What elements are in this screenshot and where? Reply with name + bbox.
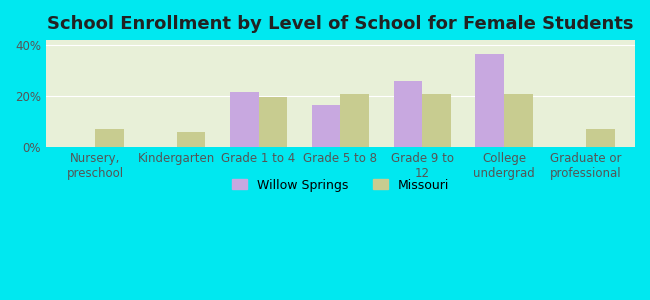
Legend: Willow Springs, Missouri: Willow Springs, Missouri (227, 173, 454, 196)
Bar (230, 92, 259, 147)
Title: School Enrollment by Level of School for Female Students: School Enrollment by Level of School for… (47, 15, 634, 33)
Bar (422, 94, 451, 147)
Bar (312, 105, 341, 147)
Bar (586, 129, 614, 147)
Bar (341, 94, 369, 147)
Bar (177, 132, 205, 147)
Bar (95, 129, 124, 147)
Bar (504, 94, 533, 147)
Bar (259, 98, 287, 147)
Bar (475, 54, 504, 147)
Bar (394, 81, 422, 147)
